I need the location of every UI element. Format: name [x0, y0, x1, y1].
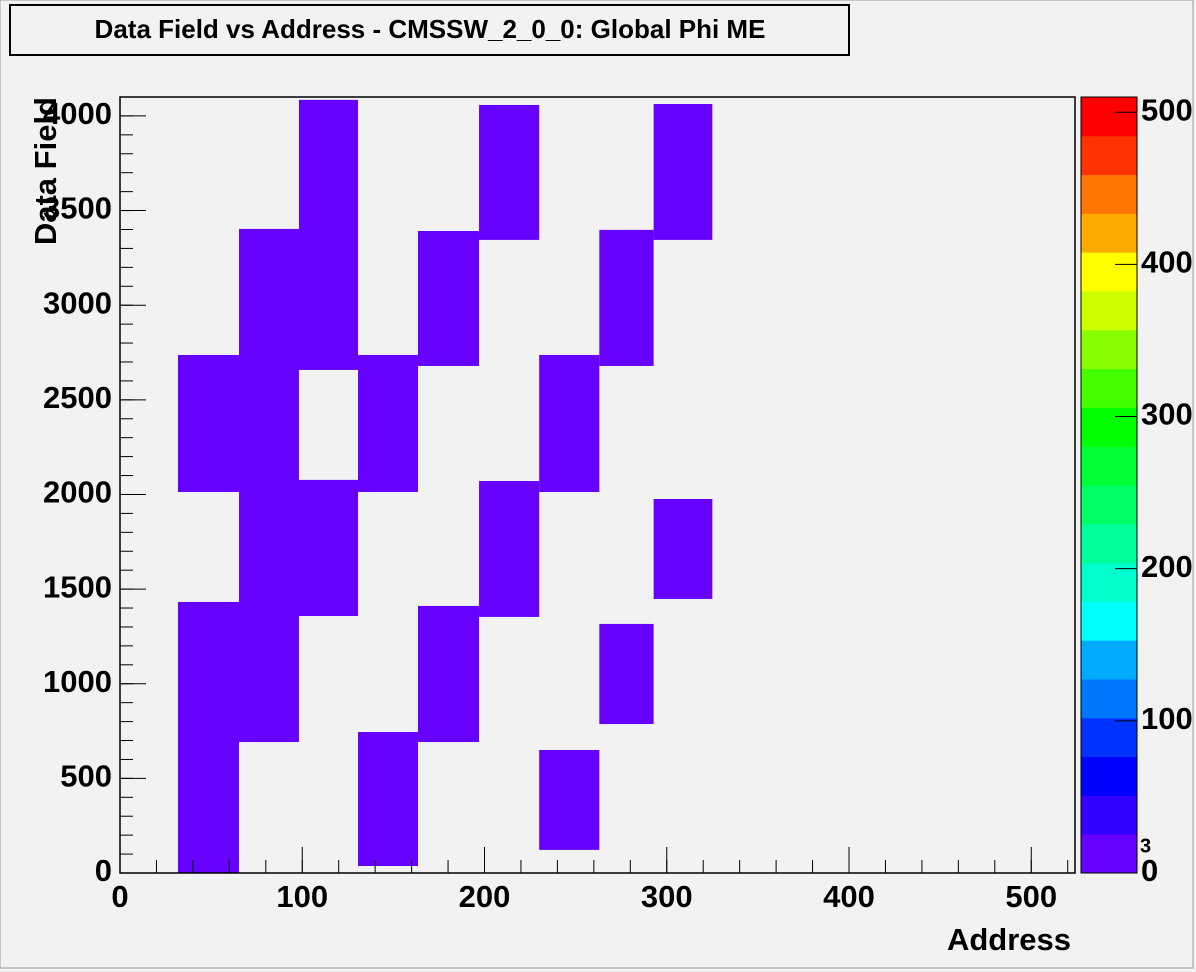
palette-band: [1081, 291, 1137, 331]
palette-band: [1081, 135, 1137, 176]
cell: [177, 601, 240, 873]
plot-frame: [119, 96, 1076, 874]
y-tick-label: 3500: [43, 191, 112, 226]
cell: [298, 99, 359, 370]
palette-band: [1081, 368, 1137, 408]
x-tick-label: 500: [1005, 879, 1057, 914]
x-tick-label: 300: [641, 879, 693, 914]
z-tick-label: 500: [1141, 92, 1193, 127]
y-tick-label: 4000: [43, 96, 112, 131]
palette-band: [1081, 640, 1137, 680]
y-tick-label: 500: [60, 759, 112, 794]
y-tick-label: 2500: [43, 380, 112, 415]
palette-band: [1081, 485, 1137, 525]
palette-band: [1081, 213, 1137, 253]
palette-band: [1081, 407, 1137, 447]
z-tick-label: 200: [1141, 549, 1193, 584]
cell: [177, 354, 240, 493]
x-tick-label: 400: [823, 879, 875, 914]
palette-band: [1081, 717, 1137, 758]
y-tick-label: 2000: [43, 475, 112, 510]
cell: [599, 623, 654, 725]
title-box: [9, 4, 850, 56]
cell: [539, 749, 600, 850]
cell: [298, 479, 359, 616]
palette-band: [1081, 795, 1137, 835]
cell: [358, 731, 418, 866]
palette-band: [1081, 523, 1137, 564]
palette-band: [1081, 601, 1137, 641]
palette-band: [1081, 329, 1137, 370]
palette-band: [1081, 174, 1137, 214]
palette-band: [1081, 834, 1137, 874]
palette-band: [1081, 97, 1137, 137]
palette-frame: [1080, 96, 1138, 874]
y-axis-label: Data Field: [28, 97, 63, 245]
palette-band: [1081, 756, 1137, 796]
y-tick-label: 1500: [43, 569, 112, 604]
cell: [653, 499, 713, 599]
palette-band: [1081, 446, 1137, 486]
cell: [358, 354, 418, 493]
cell: [653, 104, 713, 240]
z-tick-label: 100: [1141, 701, 1193, 736]
cell: [599, 229, 654, 366]
palette-band: [1081, 679, 1137, 719]
cell: [417, 605, 480, 743]
x-tick-label: 200: [459, 879, 511, 914]
z-tick-label: 0: [1141, 853, 1158, 888]
y-tick-label: 3000: [43, 285, 112, 320]
x-axis-label: Address: [947, 922, 1071, 957]
z-exponent: 3: [1140, 835, 1151, 857]
chart-title: Data Field vs Address - CMSSW_2_0_0: Glo…: [95, 14, 766, 44]
y-tick-label: 1000: [43, 664, 112, 699]
cell: [539, 354, 600, 493]
x-tick-label: 100: [276, 879, 328, 914]
x-tick-label: 0: [111, 879, 128, 914]
cell: [479, 481, 540, 617]
z-tick-label: 400: [1141, 245, 1193, 280]
cell: [239, 228, 299, 743]
palette-band: [1081, 252, 1137, 292]
cell: [417, 231, 480, 366]
y-tick-label: 0: [95, 853, 112, 888]
z-tick-label: 300: [1141, 397, 1193, 432]
cell: [479, 104, 540, 240]
